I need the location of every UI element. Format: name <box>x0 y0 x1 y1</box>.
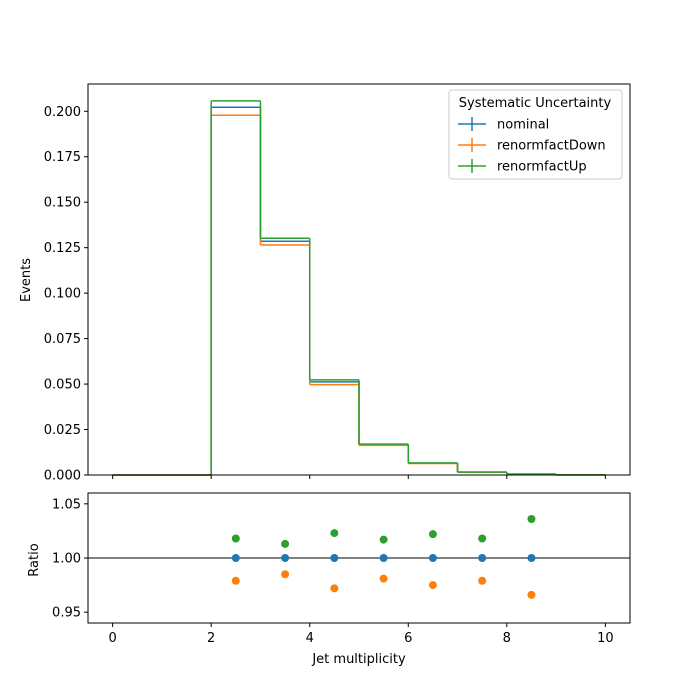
ratio-point-renormfactDown-3 <box>379 574 388 583</box>
x-tick-label-2: 4 <box>306 631 314 646</box>
ratio-point-renormfactDown-5 <box>478 576 487 585</box>
ratio-panel: 0 2 4 6 8 10 0.95 1.00 1.05 Ratio Jet multiplic… <box>27 492 631 667</box>
ratio-point-renormfactUp-4 <box>428 530 437 539</box>
ratio-point-renormfactUp-3 <box>379 535 388 544</box>
ratio-points <box>231 515 536 599</box>
main-y-ticks: 0.000 0.025 0.050 0.075 0.100 0.125 0.150 0.175… <box>44 105 88 484</box>
main-y-tick-label-6: 0.150 <box>44 196 81 211</box>
ratio-series-nominal <box>231 554 536 562</box>
main-axes-frame <box>87 83 631 476</box>
main-y-tick-label-4: 0.100 <box>44 287 81 302</box>
main-y-tick-label-7: 0.175 <box>44 150 81 165</box>
legend-label-renormfactDown: renormfactDown <box>497 139 606 154</box>
ratio-point-renormfactDown-1 <box>281 570 290 579</box>
x-tick-label-3: 6 <box>404 631 412 646</box>
legend-entry-nominal: nominal <box>458 117 549 133</box>
ratio-point-nominal-5 <box>478 554 487 562</box>
ratio-point-renormfactDown-0 <box>231 576 240 585</box>
ratio-point-renormfactUp-1 <box>281 539 290 548</box>
ratio-y-tick-label-0: 0.95 <box>52 606 81 621</box>
ratio-point-nominal-2 <box>330 554 339 562</box>
legend-entry-renormfactDown: renormfactDown <box>458 138 606 154</box>
legend-label-renormfactUp: renormfactUp <box>497 160 587 175</box>
ratio-point-nominal-0 <box>231 554 240 562</box>
ratio-y-tick-label-2: 1.05 <box>52 497 81 512</box>
ratio-series-renormfactDown <box>231 570 536 599</box>
main-y-tick-label-5: 0.125 <box>44 241 81 256</box>
x-tick-label-0: 0 <box>108 631 116 646</box>
ratio-point-renormfactUp-2 <box>330 529 339 538</box>
ratio-point-renormfactDown-6 <box>527 590 536 599</box>
ratio-point-nominal-6 <box>527 554 536 562</box>
x-tick-label-5: 10 <box>597 631 614 646</box>
legend-title: Systematic Uncertainty <box>459 96 612 111</box>
x-axis-label: Jet multiplicity <box>311 652 406 667</box>
main-panel: 0.000 0.025 0.050 0.075 0.100 0.125 0.150 0.175… <box>19 83 631 484</box>
ratio-point-nominal-4 <box>428 554 437 562</box>
main-x-ticks <box>112 475 606 479</box>
main-y-tick-label-0: 0.000 <box>44 469 81 484</box>
ratio-point-renormfactDown-2 <box>330 584 339 593</box>
main-y-tick-label-1: 0.025 <box>44 423 81 438</box>
legend: Systematic Uncertainty nominal renormfact… <box>448 89 623 180</box>
legend-label-nominal: nominal <box>497 118 549 133</box>
ratio-x-ticks: 0 2 4 6 8 10 <box>108 623 614 646</box>
ratio-y-axis-label: Ratio <box>27 543 42 576</box>
ratio-y-tick-label-1: 1.00 <box>52 552 81 567</box>
ratio-point-renormfactDown-4 <box>428 581 437 590</box>
ratio-series-renormfactUp <box>231 515 536 548</box>
x-tick-label-4: 8 <box>503 631 511 646</box>
ratio-point-nominal-1 <box>281 554 290 562</box>
legend-box <box>448 89 623 180</box>
main-y-tick-label-8: 0.200 <box>44 105 81 120</box>
ratio-point-nominal-3 <box>379 554 388 562</box>
legend-entries: nominal renormfactDown renormfactUp <box>458 117 606 175</box>
ratio-y-ticks: 0.95 1.00 1.05 <box>52 497 88 621</box>
ratio-point-renormfactUp-0 <box>231 534 240 543</box>
x-tick-label-1: 2 <box>207 631 215 646</box>
ratio-point-renormfactUp-6 <box>527 515 536 523</box>
main-y-tick-label-3: 0.075 <box>44 332 81 347</box>
legend-entry-renormfactUp: renormfactUp <box>458 159 587 175</box>
main-y-axis-label: Events <box>19 258 34 302</box>
ratio-point-renormfactUp-5 <box>478 534 487 543</box>
main-y-tick-label-2: 0.050 <box>44 378 81 393</box>
